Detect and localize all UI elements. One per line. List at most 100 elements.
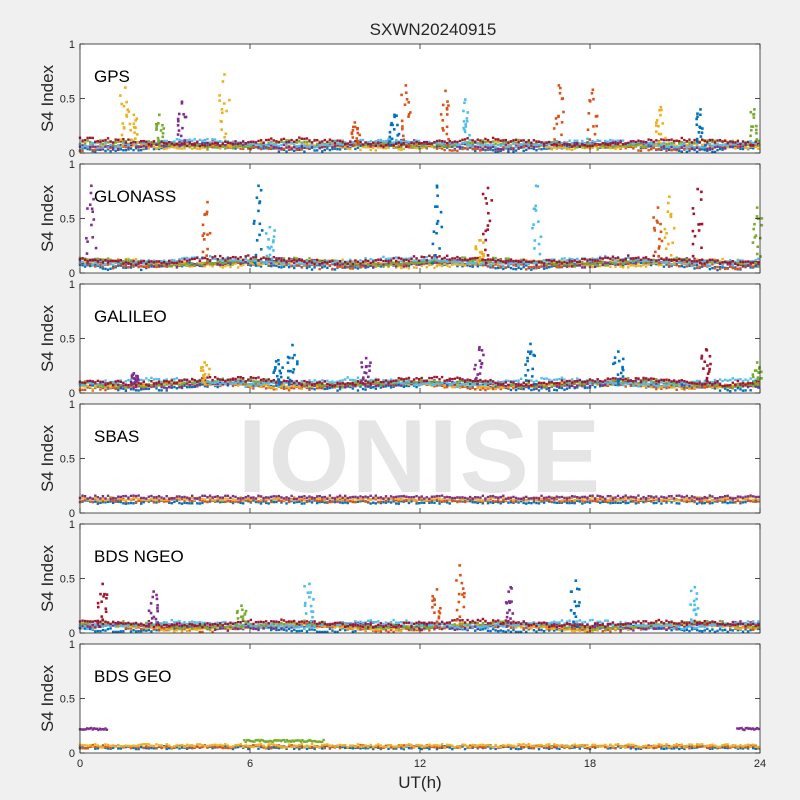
data-point [559, 86, 562, 90]
data-point [346, 142, 349, 145]
data-point [145, 147, 148, 150]
data-point [576, 140, 579, 144]
data-point [382, 145, 385, 149]
data-point [132, 122, 136, 125]
data-point [530, 144, 533, 147]
data-point [175, 264, 179, 268]
data-point [474, 145, 477, 148]
data-point [522, 265, 525, 269]
data-point [351, 261, 355, 264]
data-point [125, 115, 129, 118]
data-point [277, 260, 281, 263]
data-point [718, 138, 722, 142]
data-point [121, 122, 125, 125]
data-point [451, 145, 454, 148]
data-point [415, 144, 418, 147]
data-point [400, 266, 403, 270]
data-point [502, 148, 505, 151]
data-point [364, 142, 367, 146]
data-point [357, 141, 360, 145]
data-point [568, 147, 571, 151]
data-point [484, 229, 488, 233]
data-point [402, 265, 406, 268]
data-point [157, 141, 160, 144]
data-point [517, 147, 520, 150]
data-point [323, 265, 326, 268]
data-point [268, 225, 272, 229]
data-point [275, 257, 278, 260]
data-point [512, 146, 515, 150]
data-point [254, 260, 258, 263]
data-point [137, 149, 140, 152]
data-point [224, 264, 227, 268]
data-point [456, 145, 459, 148]
data-point [178, 258, 181, 261]
data-point [734, 266, 737, 269]
data-point [83, 388, 87, 392]
data-point [179, 144, 183, 147]
data-point [267, 385, 270, 388]
data-point [218, 94, 221, 97]
data-point [675, 147, 678, 151]
data-point [374, 140, 377, 143]
data-point [308, 387, 311, 390]
data-point [247, 147, 250, 150]
data-point [389, 257, 393, 260]
data-point [395, 114, 398, 117]
data-point [290, 386, 293, 390]
data-point [471, 142, 474, 145]
data-point [499, 386, 502, 389]
data-point [642, 140, 645, 143]
data-point [234, 142, 237, 146]
data-point [611, 146, 615, 149]
data-point [392, 144, 395, 147]
data-point [675, 259, 678, 262]
data-point [639, 384, 643, 388]
data-point [89, 258, 92, 262]
data-point [629, 145, 632, 149]
data-point [420, 258, 423, 262]
data-point [553, 142, 556, 146]
data-point [272, 239, 275, 242]
data-point [693, 263, 696, 267]
data-point [723, 145, 727, 148]
data-point [729, 386, 732, 389]
data-point [451, 263, 454, 266]
data-point [463, 259, 467, 263]
data-point [336, 139, 339, 142]
data-point [632, 140, 635, 143]
y-tick-label: 1 [69, 159, 75, 171]
data-point [481, 260, 485, 263]
panel-label: GPS [94, 67, 130, 86]
data-point [122, 262, 125, 265]
data-point [127, 138, 130, 141]
data-point [366, 263, 370, 267]
data-point [658, 108, 661, 112]
data-point [293, 256, 296, 260]
data-point [666, 201, 670, 205]
data-point [621, 266, 625, 269]
data-point [267, 144, 270, 147]
data-point [433, 256, 436, 260]
data-point [497, 147, 500, 150]
data-point [591, 88, 595, 92]
data-point [484, 263, 487, 267]
data-point [364, 388, 367, 391]
data-point [228, 98, 231, 102]
data-point [592, 125, 595, 128]
data-point [693, 262, 696, 265]
data-point [561, 97, 565, 100]
data-point [295, 261, 298, 264]
data-point [486, 262, 490, 265]
data-point [90, 207, 94, 211]
data-point [305, 385, 309, 389]
data-point [106, 259, 110, 263]
data-point [132, 113, 136, 117]
data-point [504, 266, 508, 269]
data-point [417, 147, 421, 150]
data-point [99, 148, 102, 151]
data-point [481, 144, 485, 148]
data-point [170, 258, 173, 262]
data-point [471, 147, 474, 151]
data-point [252, 142, 255, 146]
